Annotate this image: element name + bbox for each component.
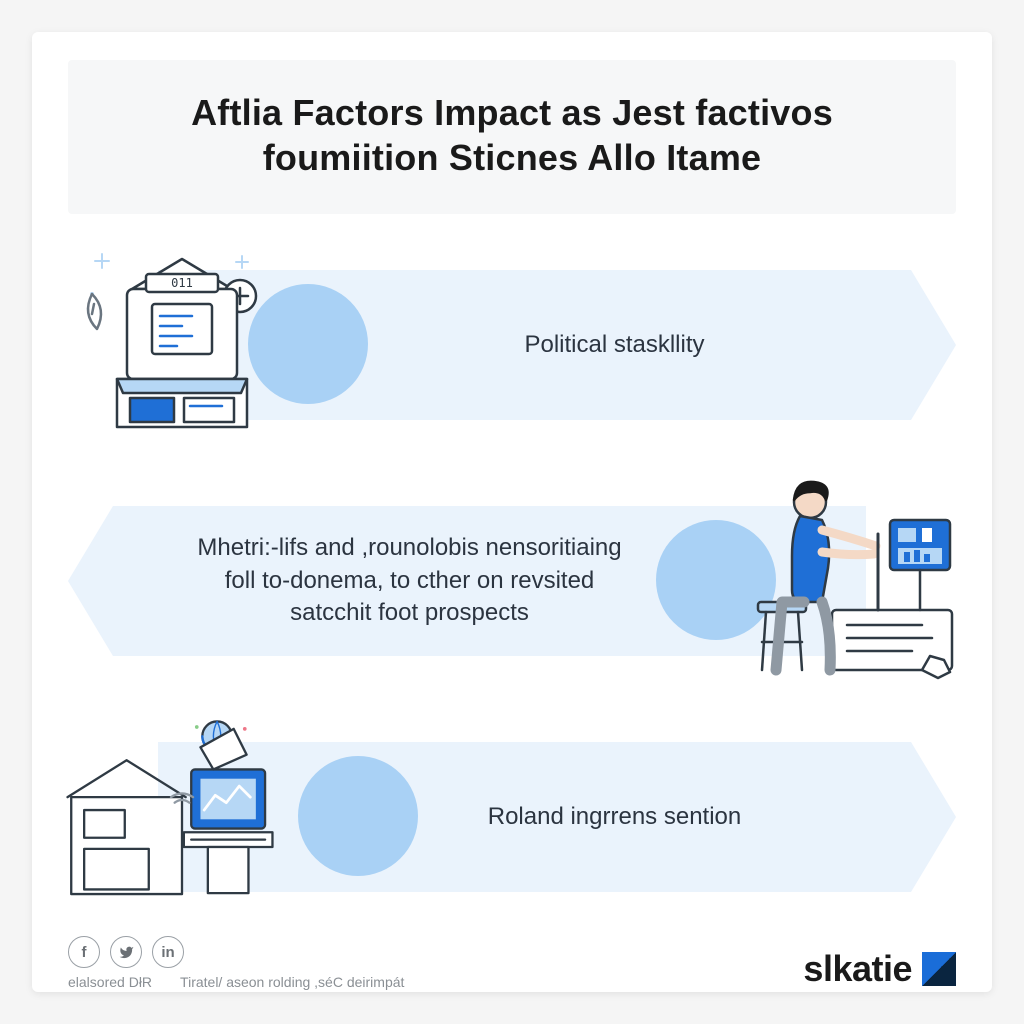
accent-circle-3 [298,756,418,876]
title: Aftlia Factors Impact as Jest factivos f… [108,90,916,180]
credit-right: Tiratel/ aseon rolding ,séC deirimpát [180,974,404,990]
footer-left: f in elalsored DłR Tiratel/ aseon roldin… [68,936,404,990]
header-block: Aftlia Factors Impact as Jest factivos f… [68,60,956,214]
building-illustration: 011 [62,234,302,444]
person-illustration [722,470,962,680]
twitter-icon[interactable] [110,936,142,968]
footer-credits: elalsored DłR Tiratel/ aseon rolding ,sé… [68,974,404,990]
banner-text-1: Political staskllity [524,329,704,361]
arrowhead-right-icon [911,270,956,420]
factor-row-3: Roland ingrrens sention [68,712,956,922]
social-icons: f in [68,936,404,968]
factor-row-2: Mhetri:-lifs and ,rounolobis nensoritiai… [68,476,956,686]
banner-text-2: Mhetri:-lifs and ,rounolobis nensoritiai… [197,532,621,629]
banner-text-3: Roland ingrrens sention [488,801,742,833]
house-illustration [62,706,302,916]
footer: f in elalsored DłR Tiratel/ aseon roldin… [68,922,956,990]
infographic-card: Aftlia Factors Impact as Jest factivos f… [32,32,992,992]
factor-row-1: Political staskllity [68,240,956,450]
arrowhead-left-icon [68,506,113,656]
linkedin-icon[interactable]: in [152,936,184,968]
brand-name: slkatie [803,948,912,990]
facebook-icon[interactable]: f [68,936,100,968]
rows-container: Political staskllity [68,240,956,922]
credit-left: elalsored DłR [68,974,152,990]
brand: slkatie [803,948,956,990]
brand-mark-icon [922,952,956,986]
svg-text:011: 011 [171,276,193,290]
arrowhead-right-icon [911,742,956,892]
